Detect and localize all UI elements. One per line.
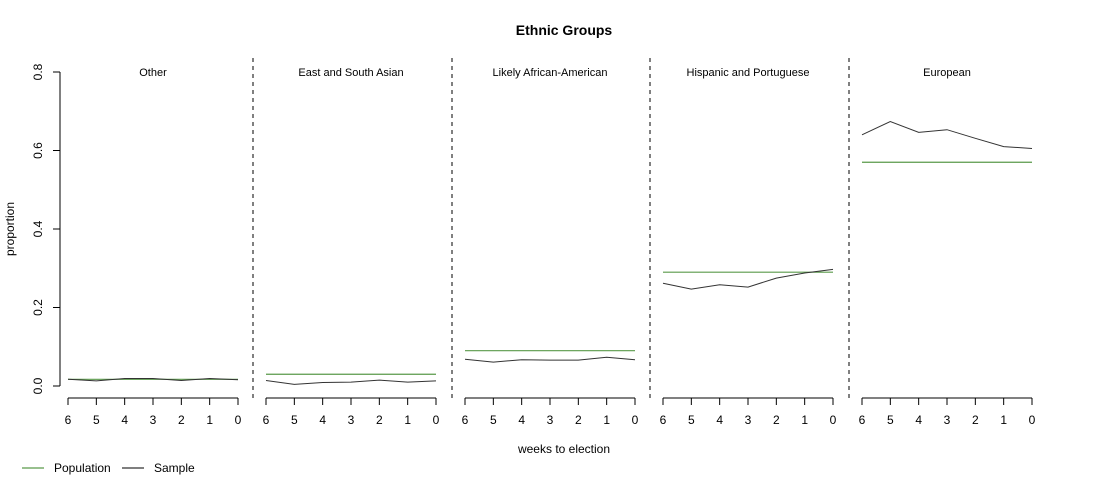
x-tick-label: 3 — [348, 413, 355, 427]
x-tick-label: 0 — [830, 413, 837, 427]
panel: East and South Asian 6 5 4 3 2 1 0 — [263, 67, 440, 427]
x-tick-label: 1 — [801, 413, 808, 427]
y-tick-label: 0.0 — [31, 377, 45, 394]
x-tick-label: 4 — [518, 413, 525, 427]
x-tick-label: 6 — [859, 413, 866, 427]
legend-item: Sample — [122, 461, 195, 475]
x-tick-label: 3 — [745, 413, 752, 427]
panel: European 6 5 4 3 2 1 0 — [859, 67, 1036, 427]
x-tick-label: 5 — [887, 413, 894, 427]
panel: Likely African-American 6 5 4 3 2 1 0 — [462, 67, 639, 427]
panel-title: Hispanic and Portuguese — [687, 67, 810, 79]
y-axis: 0.0 0.2 0.4 0.6 0.8 — [31, 63, 61, 394]
sample-line — [861, 120, 1033, 149]
x-tick-label: 3 — [547, 413, 554, 427]
x-tick-label: 0 — [235, 413, 242, 427]
x-tick-label: 6 — [660, 413, 667, 427]
y-tick-label: 0.8 — [31, 63, 45, 80]
y-axis-label: proportion — [3, 202, 17, 256]
x-tick-label: 0 — [632, 413, 639, 427]
y-tick-label: 0.2 — [31, 299, 45, 316]
x-tick-label: 4 — [716, 413, 723, 427]
sample-line — [67, 377, 239, 382]
x-tick-label: 3 — [150, 413, 157, 427]
x-tick-label: 5 — [490, 413, 497, 427]
y-tick-label: 0.6 — [31, 142, 45, 159]
x-tick-label: 2 — [972, 413, 979, 427]
sample-line — [464, 356, 636, 363]
x-tick-label: 3 — [944, 413, 951, 427]
x-axis-label: weeks to election — [517, 442, 610, 456]
x-tick-label: 4 — [121, 413, 128, 427]
x-tick-label: 6 — [462, 413, 469, 427]
chart-legend: Population Sample — [22, 461, 195, 475]
x-tick-label: 0 — [433, 413, 440, 427]
x-tick-label: 5 — [688, 413, 695, 427]
x-tick-label: 2 — [178, 413, 185, 427]
y-tick-label: 0.4 — [31, 220, 45, 237]
panel-title: Likely African-American — [493, 67, 608, 79]
panel: Other 6 5 4 3 2 1 0 — [65, 67, 242, 427]
panel-title: European — [923, 67, 971, 79]
x-tick-label: 0 — [1029, 413, 1036, 427]
legend-label: Sample — [154, 461, 195, 475]
sample-line — [265, 379, 437, 385]
x-tick-label: 4 — [915, 413, 922, 427]
sample-line — [662, 268, 834, 290]
x-tick-label: 6 — [65, 413, 72, 427]
legend-item: Population — [22, 461, 111, 475]
x-tick-label: 5 — [93, 413, 100, 427]
legend-label: Population — [54, 461, 111, 475]
x-tick-label: 1 — [404, 413, 411, 427]
x-tick-label: 1 — [1000, 413, 1007, 427]
x-tick-label: 5 — [291, 413, 298, 427]
x-tick-label: 2 — [575, 413, 582, 427]
x-tick-label: 1 — [603, 413, 610, 427]
x-tick-label: 6 — [263, 413, 270, 427]
panel-title: Other — [139, 67, 167, 79]
chart-title: Ethnic Groups — [516, 22, 613, 38]
x-tick-label: 2 — [773, 413, 780, 427]
x-tick-label: 2 — [376, 413, 383, 427]
x-tick-label: 4 — [319, 413, 326, 427]
panel-title: East and South Asian — [298, 67, 403, 79]
x-tick-label: 1 — [206, 413, 213, 427]
panel: Hispanic and Portuguese 6 5 4 3 2 1 0 — [660, 67, 837, 427]
